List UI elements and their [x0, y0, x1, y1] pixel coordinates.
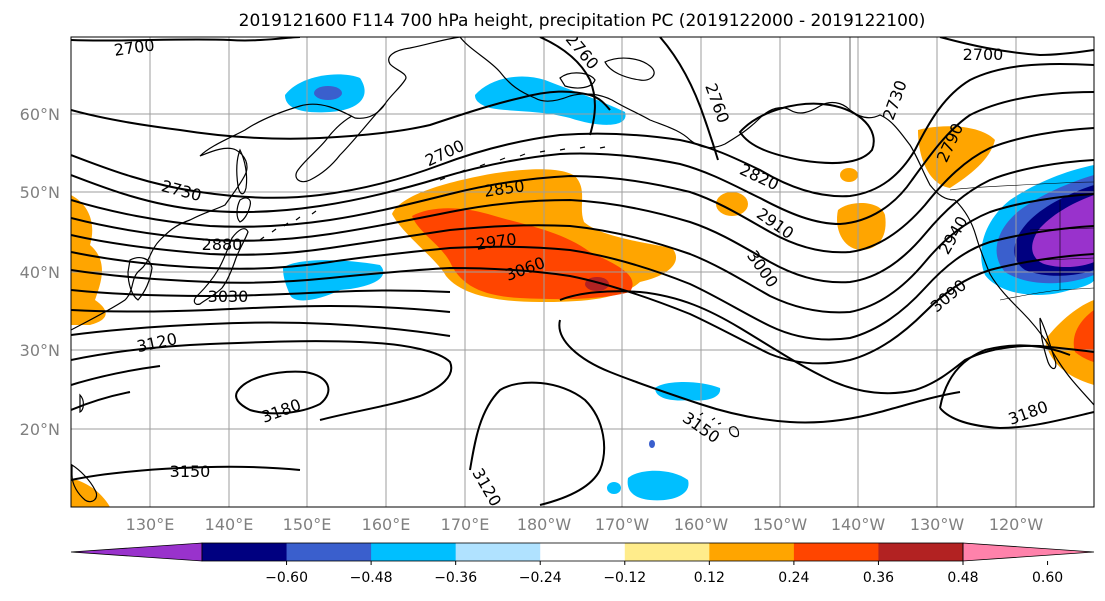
colorbar-outline	[201, 542, 964, 562]
map-panel: 2700 2760 2760 2700 2730 2700 2790 2730 …	[71, 35, 1094, 507]
colorbar-swatch	[709, 543, 795, 561]
figure-title: 2019121600 F114 700 hPa height, precipit…	[239, 11, 926, 31]
colorbar-swatch	[793, 543, 879, 561]
lat-label-30n: 30°N	[20, 341, 60, 360]
colorbar-tick-label: 0.12	[694, 570, 725, 586]
colorbar-tick-label: −0.24	[519, 570, 562, 586]
contour-label: 2700	[963, 45, 1004, 64]
colorbar-swatch	[202, 543, 288, 561]
lat-label-40n: 40°N	[20, 263, 60, 282]
lat-label-50n: 50°N	[20, 183, 60, 202]
height-contours	[71, 37, 1094, 506]
colorbar-ticks: −0.60 −0.48 −0.36 −0.24 −0.12 0.12 0.24 0.36 0.4…	[265, 561, 1063, 586]
contour-label: 3150	[170, 462, 211, 481]
lon-label: 140°W	[831, 515, 886, 534]
colorbar-tick-label: 0.60	[1032, 570, 1063, 586]
colorbar-swatch	[624, 543, 710, 561]
lon-label: 170°W	[595, 515, 650, 534]
graticule	[71, 37, 1094, 507]
lon-label: 130°E	[126, 515, 175, 534]
colorbar-tick-label: 0.48	[947, 570, 978, 586]
contour-label: 2880	[202, 235, 243, 254]
lat-label-20n: 20°N	[20, 420, 60, 439]
lon-label: 150°E	[283, 515, 332, 534]
contour-label: 2700	[113, 35, 156, 59]
colorbar-swatch	[540, 543, 626, 561]
longitude-labels: 130°E 140°E 150°E 160°E 170°E 180°W 170°…	[126, 515, 1044, 534]
lon-label: 160°E	[362, 515, 411, 534]
lon-label: 130°W	[910, 515, 965, 534]
colorbar-tick-label: −0.12	[603, 570, 646, 586]
map-frame	[70, 36, 1095, 508]
colorbar-swatch	[286, 543, 372, 561]
lon-label: 120°W	[989, 515, 1044, 534]
borders	[849, 37, 1094, 301]
colorbar-tick-label: 0.24	[778, 570, 809, 586]
colorbar-tick-label: 0.36	[863, 570, 894, 586]
colorbar-tick-label: −0.48	[350, 570, 393, 586]
colorbar	[70, 542, 1095, 562]
lon-label: 150°W	[753, 515, 808, 534]
colorbar-swatch	[371, 543, 457, 561]
colorbar-tick-label: −0.36	[434, 570, 477, 586]
lat-label-60n: 60°N	[20, 105, 60, 124]
contour-label: 3030	[208, 287, 249, 306]
colorbar-extend-low	[70, 542, 203, 562]
colorbar-tick-label: −0.60	[265, 570, 308, 586]
lon-label: 180°W	[517, 515, 572, 534]
latitude-labels: 60°N 50°N 40°N 30°N 20°N	[20, 105, 60, 439]
lon-label: 160°W	[674, 515, 729, 534]
colorbar-swatch	[455, 543, 541, 561]
lon-label: 170°E	[441, 515, 490, 534]
colorbar-swatch	[878, 543, 964, 561]
lon-label: 140°E	[205, 515, 254, 534]
colorbar-extend-high	[962, 542, 1095, 562]
